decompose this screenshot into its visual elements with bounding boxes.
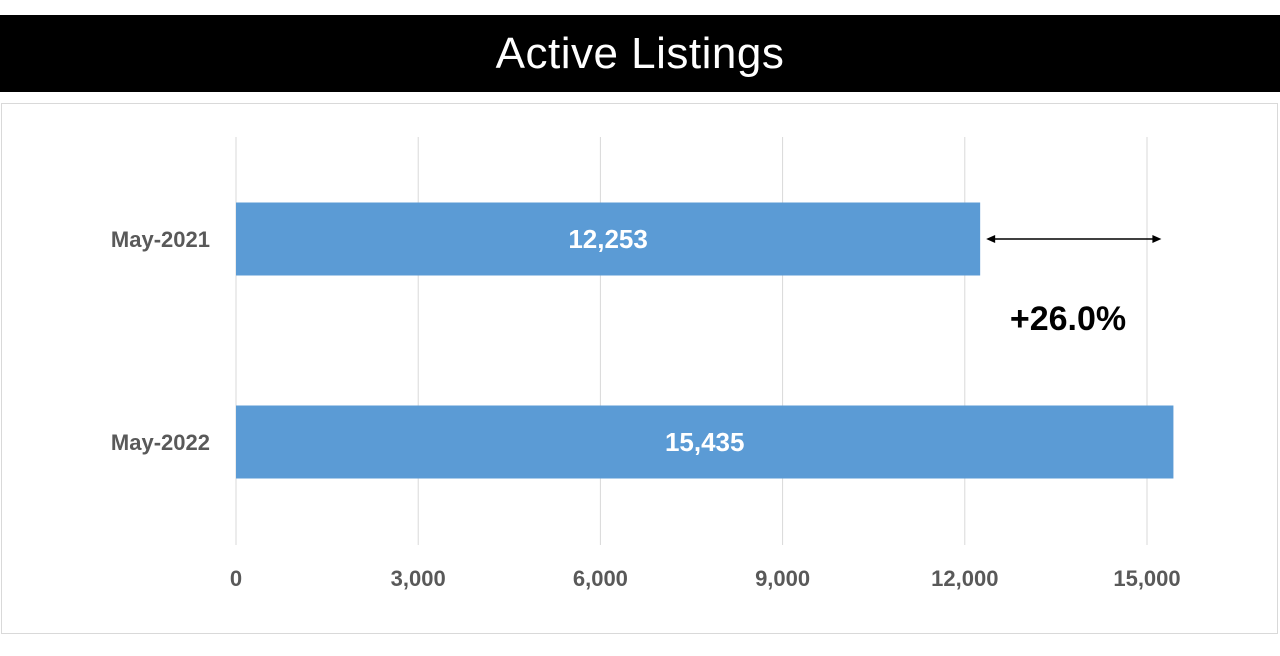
gridlines [235,137,1148,545]
percent-change-label: +26.0% [1010,300,1126,338]
chart-title: Active Listings [495,28,785,78]
bar-data-label: 12,253 [568,224,648,254]
x-tick-label: 12,000 [931,566,998,591]
category-labels: May-2021 May-2022 [111,227,210,455]
category-label: May-2021 [111,227,210,252]
bars: 12,253 15,435 [236,202,1174,479]
x-tick-label: 0 [230,566,242,591]
chart-title-banner: Active Listings [0,15,1280,92]
x-tick-label: 9,000 [755,566,810,591]
x-tick-labels: 0 3,000 6,000 9,000 12,000 15,000 [230,566,1181,591]
bar-data-label: 15,435 [665,427,745,457]
arrow-head-right [1152,235,1162,243]
bar [236,202,981,276]
x-tick-label: 3,000 [391,566,446,591]
bar [236,405,1174,479]
chart-frame [1,103,1278,634]
category-label: May-2022 [111,430,210,455]
x-tick-label: 15,000 [1113,566,1180,591]
arrow-head-left [986,235,996,243]
x-tick-label: 6,000 [573,566,628,591]
change-annotation: +26.0% [986,235,1162,338]
